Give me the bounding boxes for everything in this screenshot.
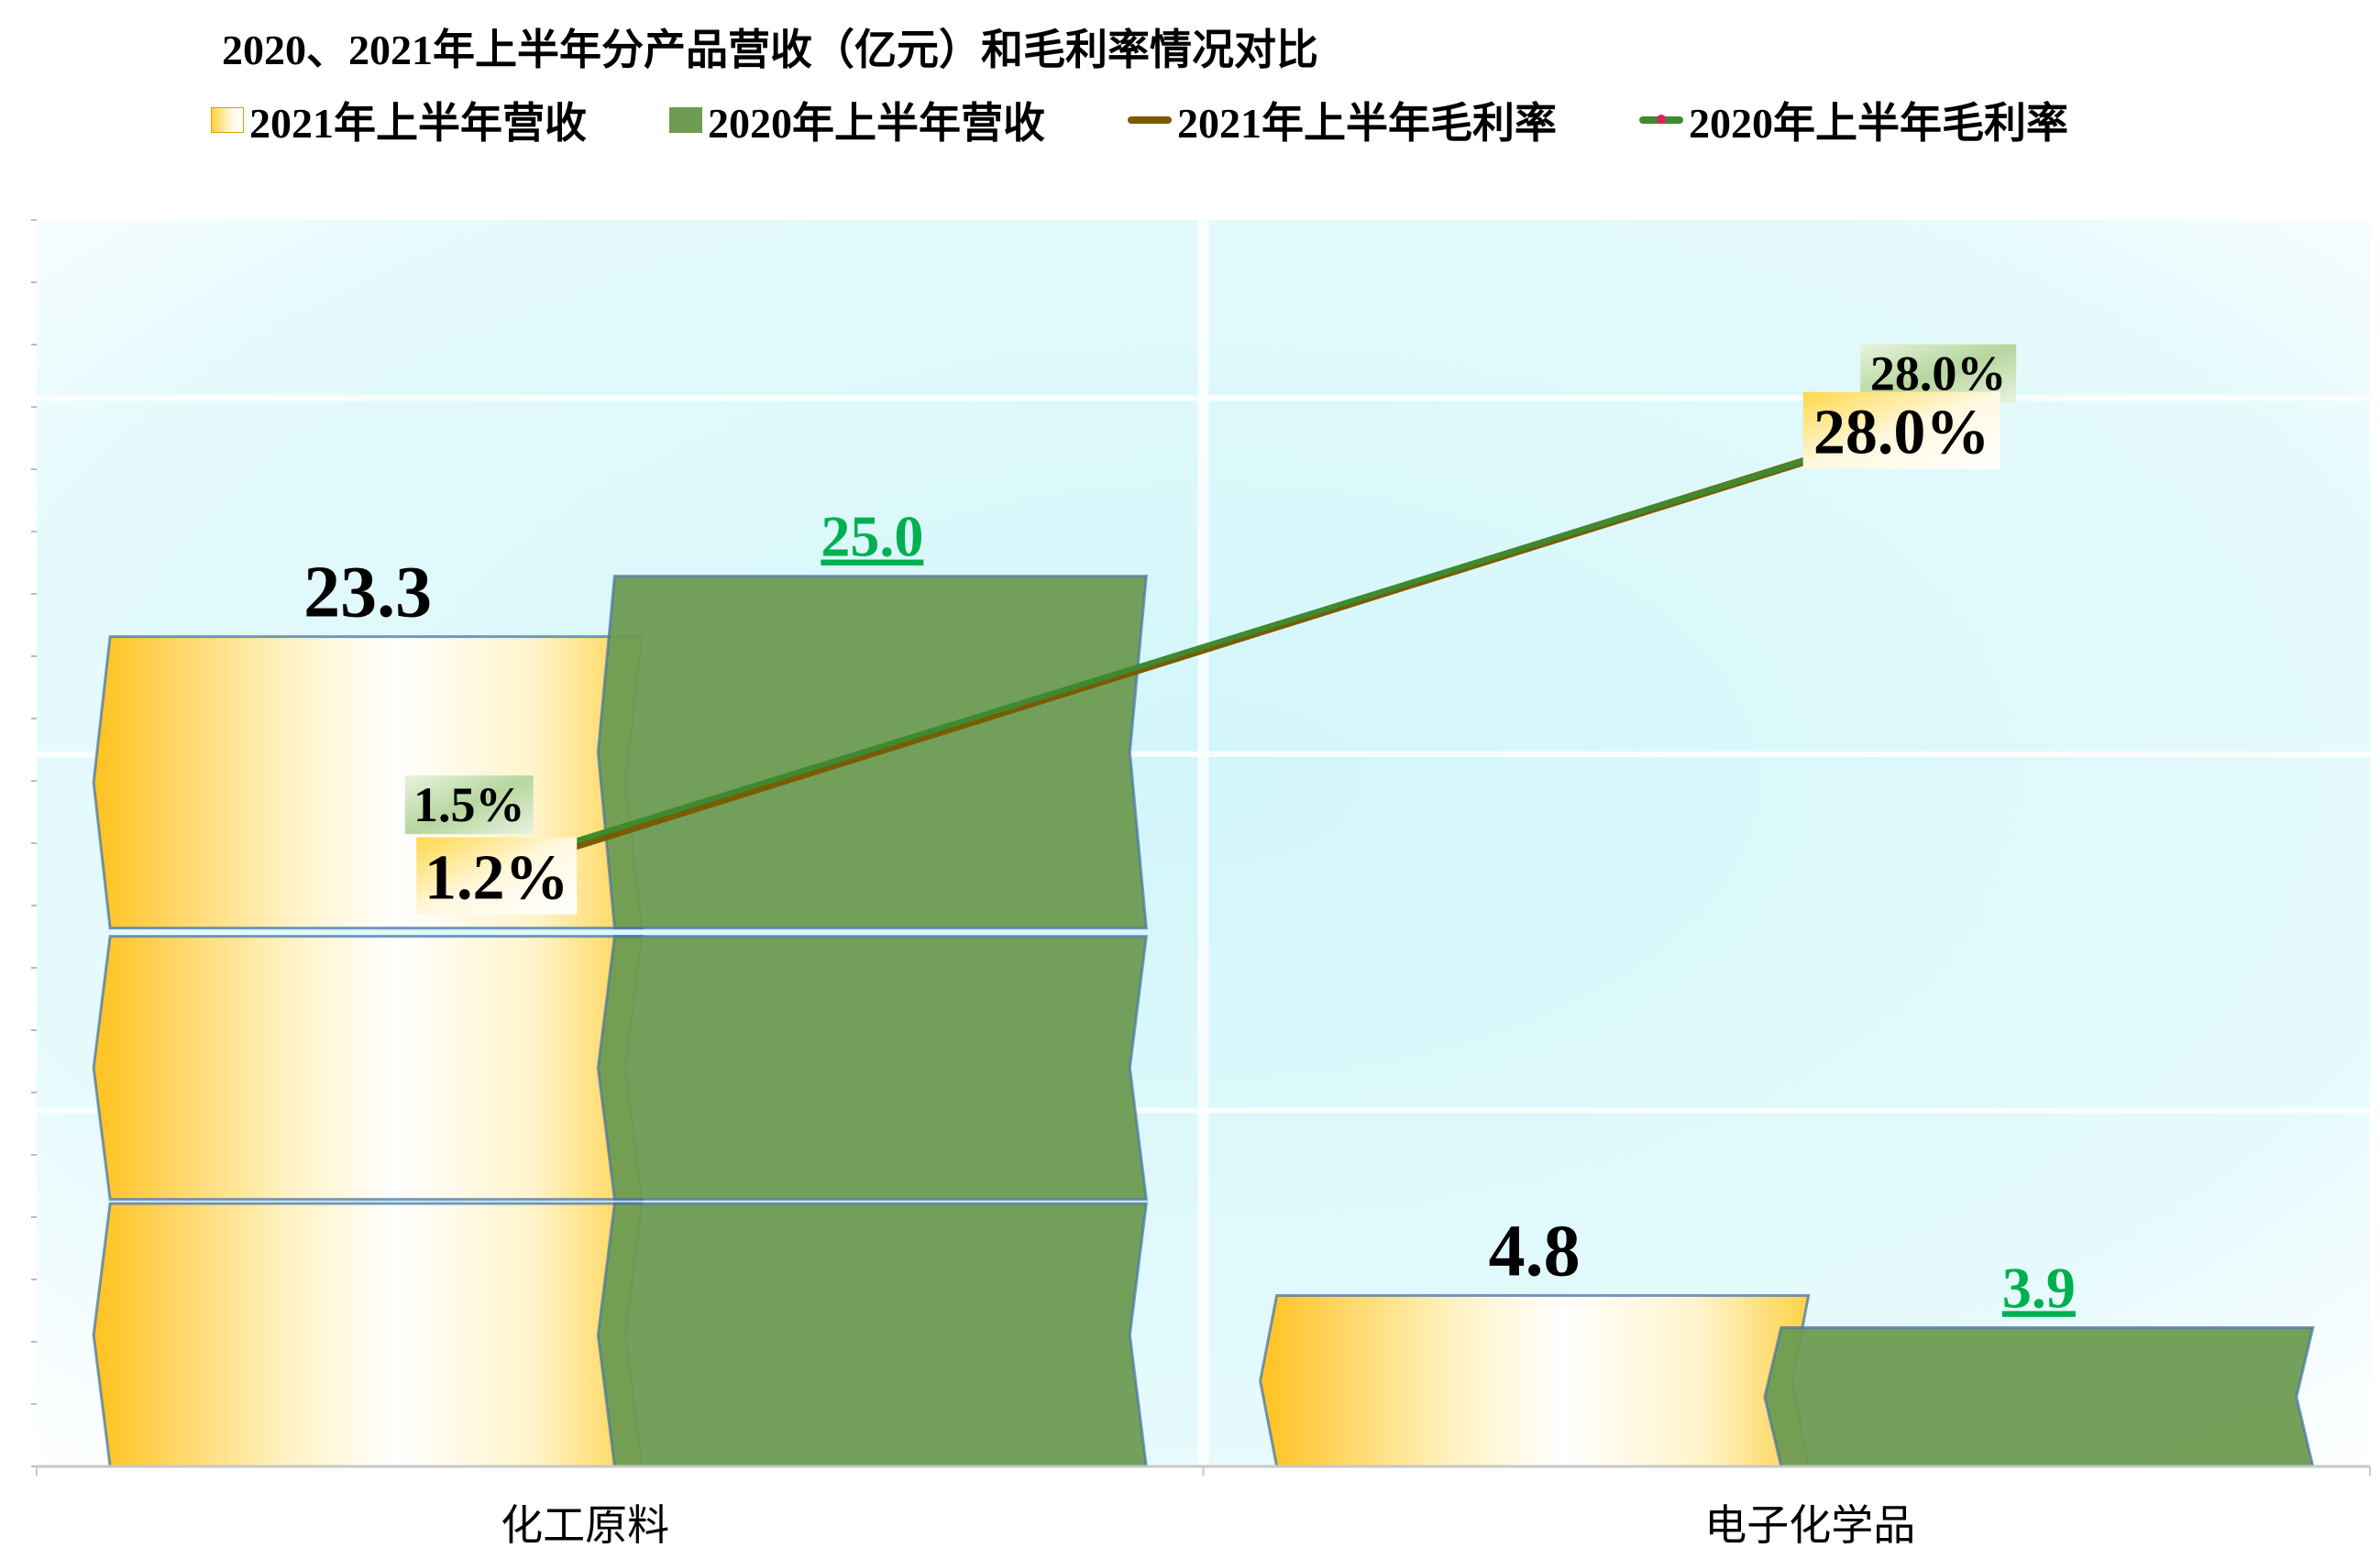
legend-label-2020-revenue: 2020年上半年营收 (708, 100, 1045, 147)
bar-segment[interactable] (92, 1202, 644, 1468)
legend-item-2020-revenue[interactable]: 2020年上半年营收 (669, 90, 1045, 150)
margin-label-box-2021 (416, 837, 578, 915)
x-axis: 化工原料 电子化学品 (36, 1465, 2371, 1548)
bar-segment[interactable] (596, 1202, 1149, 1468)
data-labels: 23.34.8 25.0 3.91.5%28.0%1.2%28.0% (303, 344, 2076, 1320)
margin-label-2020: 1.5% (413, 777, 525, 832)
bar-segment[interactable] (596, 935, 1149, 1202)
legend-swatch-2020-revenue (669, 107, 702, 133)
legend-swatch-2021-revenue (211, 107, 244, 133)
margin-label-box-2020 (404, 775, 534, 835)
legend-item-2020-margin[interactable]: 2020年上半年毛利率 (1639, 90, 2068, 150)
margin-label-2021: 1.2% (424, 843, 569, 914)
margin-label-box-2021 (1802, 391, 2000, 469)
legend-label-2020-margin: 2020年上半年毛利率 (1689, 100, 2068, 147)
legend: 2021年上半年营收 2020年上半年营收 2021年上半年毛利率 2020年上… (211, 88, 2068, 152)
bar-segment[interactable] (92, 935, 644, 1202)
chart-title: 2020、2021年上半年分产品营收（亿元）和毛利率情况对比 (222, 27, 1318, 73)
legend-label-2021-margin: 2021年上半年毛利率 (1177, 100, 1557, 147)
bar-value-label: 23.3 (303, 553, 432, 633)
bar-segment[interactable] (1259, 1293, 1811, 1468)
legend-swatch-2021-margin (1128, 116, 1172, 124)
legend-item-2021-margin[interactable]: 2021年上半年毛利率 (1128, 90, 1557, 150)
margin-label-2021: 28.0% (1813, 398, 1990, 468)
bar-value-label: 3.9 (2002, 1255, 2076, 1320)
bar-value-label: 4.8 (1489, 1211, 1581, 1291)
line-2020-gross-margin[interactable] (512, 416, 1942, 863)
x-axis-category-label: 化工原料 (501, 1500, 669, 1548)
x-axis-category-label: 电子化学品 (1704, 1500, 1915, 1548)
bar-segment[interactable] (1763, 1325, 2315, 1468)
gross-margin-lines (511, 415, 1943, 870)
legend-label-2021-revenue: 2021年上半年营收 (249, 100, 587, 147)
legend-item-2021-revenue[interactable]: 2021年上半年营收 (211, 90, 587, 150)
legend-swatch-2020-margin (1639, 115, 1683, 124)
bar-value-label: 25.0 (821, 504, 923, 569)
